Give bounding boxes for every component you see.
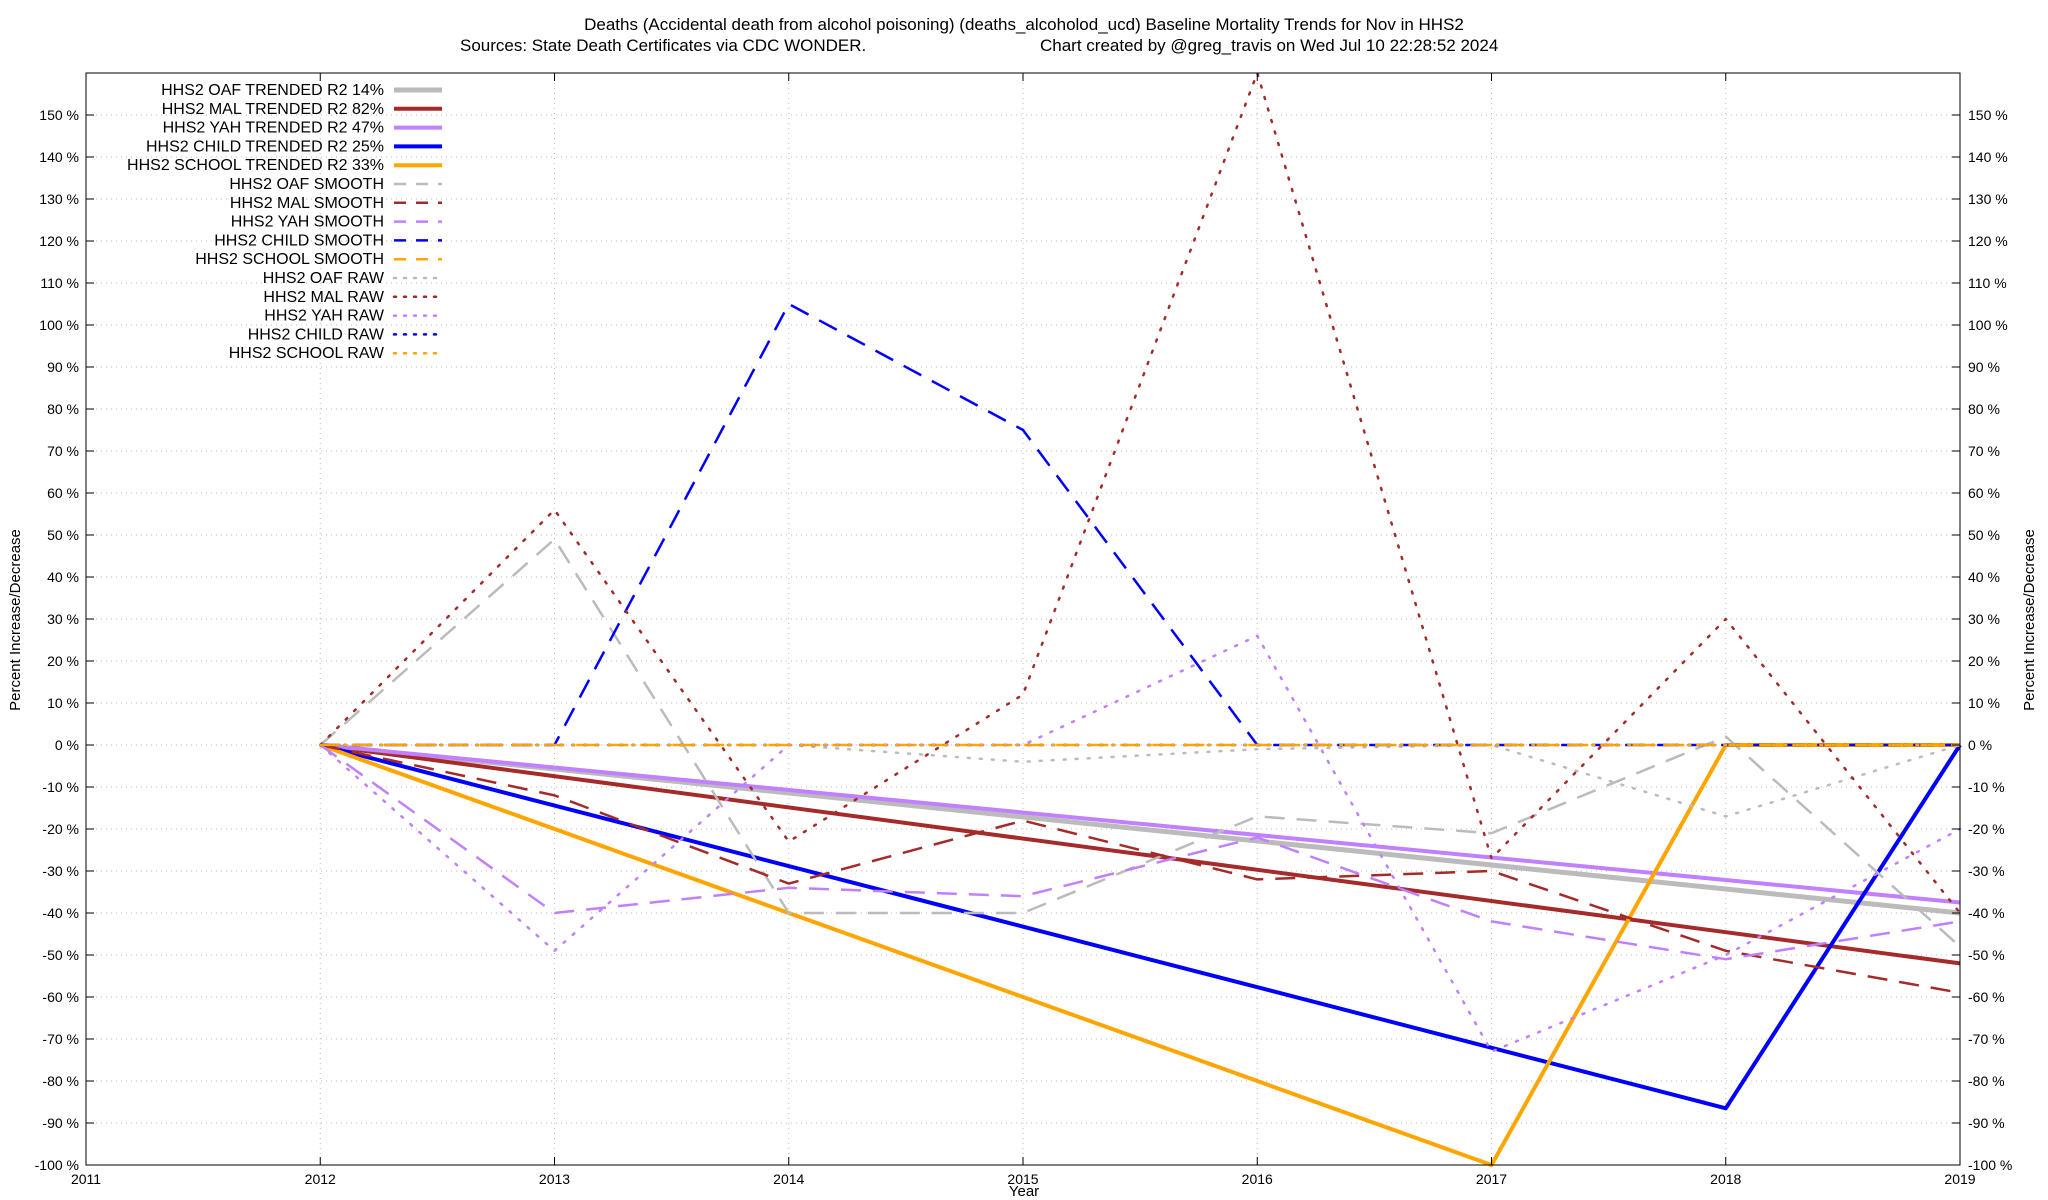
y-tick-label-right: -100 % [1968,1157,2012,1173]
series-line-6 [320,743,1961,995]
y-tick-label-right: -40 % [1968,905,2005,921]
x-tick-label: 2012 [305,1171,336,1187]
y-tick-label-left: 50 % [47,527,79,543]
y-tick-label-left: 90 % [47,359,79,375]
y-tick-label-right: 10 % [1968,695,2000,711]
series-line-7 [319,743,1961,961]
legend-label-0: HHS2 OAF TRENDED R2 14% [161,82,384,99]
y-tick-label-left: -60 % [42,989,79,1005]
y-tick-label-left: -20 % [42,821,79,837]
y-tick-label-right: 60 % [1968,485,2000,501]
y-axis-label-right: Percent Increase/Decrease [2021,529,2038,711]
legend-label-10: HHS2 OAF RAW [263,270,385,287]
legend-label-14: HHS2 SCHOOL RAW [229,345,385,362]
y-tick-label-left: -50 % [42,947,79,963]
series-line-3 [319,743,1962,1111]
y-tick-label-right: -20 % [1968,821,2005,837]
y-tick-label-left: -10 % [42,779,79,795]
y-tick-label-right: 30 % [1968,611,2000,627]
legend-label-12: HHS2 YAH RAW [264,308,385,325]
legend-label-4: HHS2 SCHOOL TRENDED R2 33% [127,157,384,174]
x-tick-label: 2013 [539,1171,570,1187]
y-tick-label-right: -30 % [1968,863,2005,879]
y-tick-label-right: 110 % [1968,275,2007,291]
y-tick-label-right: 80 % [1968,401,2000,417]
chart-title: Deaths (Accidental death from alcohol po… [584,15,1464,34]
y-tick-label-left: 110 % [40,275,79,291]
legend-label-13: HHS2 CHILD RAW [248,326,385,343]
x-tick-label: 2017 [1476,1171,1507,1187]
y-tick-label-right: -10 % [1968,779,2005,795]
legend-label-6: HHS2 MAL SMOOTH [230,195,384,212]
y-tick-label-left: -90 % [42,1115,79,1131]
series-line-2 [320,743,1961,905]
x-tick-label: 2011 [71,1171,101,1187]
series-line-5 [319,537,1961,948]
series-line-11 [319,71,1962,915]
x-tick-label: 2016 [1242,1171,1273,1187]
y-tick-label-left: 20 % [47,653,79,669]
y-tick-label-right: -70 % [1968,1031,2005,1047]
chart-source: Sources: State Death Certificates via CD… [460,36,866,55]
y-tick-label-right: 120 % [1968,233,2008,249]
series-line-10 [319,743,1962,818]
legend-label-7: HHS2 YAH SMOOTH [231,214,384,231]
y-tick-label-right: 20 % [1968,653,2000,669]
x-axis-label: Year [1009,1183,1039,1200]
y-tick-label-right: 150 % [1968,107,2008,123]
legend-label-2: HHS2 YAH TRENDED R2 47% [163,120,384,137]
series-line-1 [320,743,1961,966]
legend-label-5: HHS2 OAF SMOOTH [229,176,384,193]
series-layer [319,71,1962,1167]
y-tick-label-right: -80 % [1968,1073,2005,1089]
y-tick-label-left: -30 % [42,863,79,879]
y-tick-label-left: -80 % [42,1073,79,1089]
y-tick-label-right: 130 % [1968,191,2008,207]
y-tick-label-left: 120 % [39,233,79,249]
y-tick-label-left: -40 % [42,905,79,921]
y-tick-label-left: 150 % [39,107,79,123]
y-tick-label-left: 80 % [47,401,79,417]
y-tick-label-left: -70 % [42,1031,79,1047]
x-tick-label: 2019 [1944,1171,1975,1187]
y-tick-label-left: 60 % [47,485,79,501]
y-tick-label-right: 90 % [1968,359,2000,375]
y-axis-label-left: Percent Increase/Decrease [7,529,24,711]
y-tick-label-left: 10 % [47,695,79,711]
y-tick-label-left: 70 % [47,443,79,459]
y-tick-label-right: 50 % [1968,527,2000,543]
series-line-8 [320,302,1960,747]
y-tick-label-left: 40 % [47,569,79,585]
legend-label-3: HHS2 CHILD TRENDED R2 25% [146,138,384,155]
y-tick-label-right: 70 % [1968,443,2000,459]
y-tick-label-right: -60 % [1968,989,2005,1005]
y-tick-label-right: 100 % [1968,317,2008,333]
x-tick-label: 2015 [1007,1171,1038,1187]
y-tick-label-right: 40 % [1968,569,2000,585]
axes: -100 % -100 % -90 % -90 % -80 % -80 % -70 % -70… [35,73,2012,1187]
y-tick-label-left: 130 % [39,191,79,207]
x-tick-label: 2018 [1710,1171,1741,1187]
y-tick-label-left: 0 % [55,737,79,753]
y-tick-label-right: 0 % [1968,737,1992,753]
legend-label-11: HHS2 MAL RAW [263,289,385,306]
legend: HHS2 OAF TRENDED R2 14% HHS2 MAL TRENDED … [127,82,444,362]
y-tick-label-right: 140 % [1968,149,2008,165]
chart-credit: Chart created by @greg_travis on Wed Jul… [1040,36,1498,55]
y-tick-label-right: -50 % [1968,947,2005,963]
legend-label-1: HHS2 MAL TRENDED R2 82% [162,101,384,118]
y-tick-label-left: -100 % [35,1157,79,1173]
y-tick-label-left: 140 % [39,149,79,165]
legend-label-9: HHS2 SCHOOL SMOOTH [195,251,384,268]
y-tick-label-left: 100 % [39,317,79,333]
y-tick-label-right: -90 % [1968,1115,2005,1131]
series-line-12 [319,634,1962,1053]
legend-label-8: HHS2 CHILD SMOOTH [214,232,384,249]
x-tick-label: 2014 [773,1171,804,1187]
y-tick-label-left: 30 % [47,611,79,627]
